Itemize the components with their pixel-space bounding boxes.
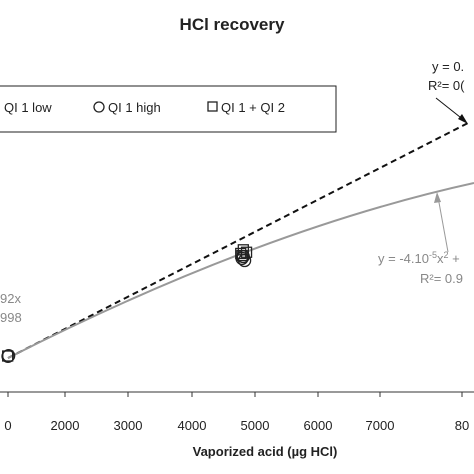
- dashed-fit-r2: R²= 0(: [428, 78, 465, 93]
- point-qi1-qi2: [2, 350, 14, 362]
- x-tick-label: 5000: [241, 418, 270, 433]
- legend-label-qi1-high: QI 1 high: [108, 100, 161, 115]
- dashed-fit-arrowhead: [458, 114, 468, 124]
- curve-fit-arrowhead: [434, 192, 441, 203]
- chart-title: HCl recovery: [180, 15, 285, 34]
- x-tick-label: 2000: [51, 418, 80, 433]
- point-qi1-qi2: [236, 249, 248, 262]
- x-tick-label: 4000: [178, 418, 207, 433]
- legend-label-qi1-low: QI 1 low: [4, 100, 52, 115]
- fit-lines: [7, 121, 474, 359]
- legend-box: [0, 85, 337, 133]
- x-axis-label: Vaporized acid (µg HCl): [193, 444, 338, 459]
- x-ticks: 0 2000 3000 4000 5000 6000 7000 80: [4, 392, 469, 433]
- left-fit-equation-partial: 92x: [0, 291, 21, 306]
- x-tick-label: 0: [4, 418, 11, 433]
- x-tick-label: 3000: [114, 418, 143, 433]
- left-fit-r2-partial: 998: [0, 310, 22, 325]
- legend-circle-marker: [93, 101, 105, 113]
- x-tick-label: 80: [455, 418, 469, 433]
- dashed-fit-equation: y = 0.: [432, 59, 464, 74]
- legend: QI 1 low QI 1 high QI 1 + QI 2: [0, 85, 337, 133]
- curve-fit-arrow: [437, 196, 449, 253]
- curve-fit-equation: y = -4.10-5x2 +: [378, 250, 460, 266]
- legend-square-marker: [207, 101, 218, 112]
- point-qi1-qi2: [237, 244, 249, 256]
- annotation-arrows: [434, 97, 468, 253]
- x-tick-label: 7000: [366, 418, 395, 433]
- point-qi1-qi2: [235, 247, 247, 260]
- quadratic-fit-curve: [7, 182, 474, 359]
- data-points: [1, 244, 253, 363]
- curve-fit-r2: R²= 0.9: [420, 271, 463, 286]
- legend-label-qi1-qi2: QI 1 + QI 2: [221, 100, 285, 115]
- x-tick-label: 6000: [304, 418, 333, 433]
- dashed-linear-fit: [7, 121, 471, 359]
